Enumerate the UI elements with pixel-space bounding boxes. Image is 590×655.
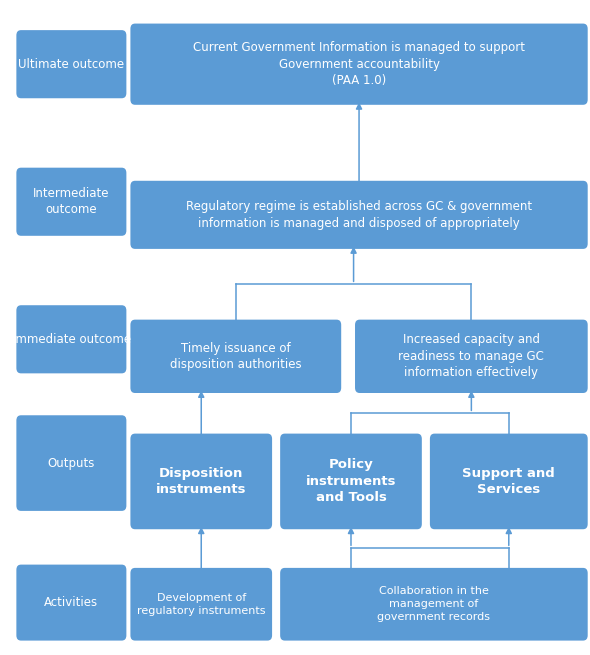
Text: Intermediate
outcome: Intermediate outcome (33, 187, 110, 217)
Text: Regulatory regime is established across GC & government
information is managed a: Regulatory regime is established across … (186, 200, 532, 230)
Text: Policy
instruments
and Tools: Policy instruments and Tools (306, 458, 396, 504)
FancyBboxPatch shape (17, 565, 126, 641)
Text: Disposition
instruments: Disposition instruments (156, 466, 247, 496)
FancyBboxPatch shape (130, 320, 341, 393)
FancyBboxPatch shape (280, 434, 422, 529)
Text: Ultimate outcome: Ultimate outcome (18, 58, 124, 71)
Text: Collaboration in the
management of
government records: Collaboration in the management of gover… (378, 586, 490, 622)
Text: Increased capacity and
readiness to manage GC
information effectively: Increased capacity and readiness to mana… (398, 333, 545, 379)
Text: Support and
Services: Support and Services (463, 466, 555, 496)
FancyBboxPatch shape (430, 434, 588, 529)
Text: Development of
regulatory instruments: Development of regulatory instruments (137, 593, 266, 616)
FancyBboxPatch shape (17, 305, 126, 373)
FancyBboxPatch shape (130, 434, 272, 529)
FancyBboxPatch shape (17, 415, 126, 511)
FancyBboxPatch shape (130, 24, 588, 105)
FancyBboxPatch shape (355, 320, 588, 393)
Text: Activities: Activities (44, 596, 99, 609)
FancyBboxPatch shape (17, 168, 126, 236)
Text: Immediate outcome: Immediate outcome (12, 333, 131, 346)
FancyBboxPatch shape (130, 568, 272, 641)
Text: Timely issuance of
disposition authorities: Timely issuance of disposition authoriti… (170, 341, 301, 371)
FancyBboxPatch shape (130, 181, 588, 249)
Text: Outputs: Outputs (48, 457, 95, 470)
Text: Current Government Information is managed to support
Government accountability
(: Current Government Information is manage… (193, 41, 525, 87)
FancyBboxPatch shape (17, 30, 126, 98)
FancyBboxPatch shape (280, 568, 588, 641)
